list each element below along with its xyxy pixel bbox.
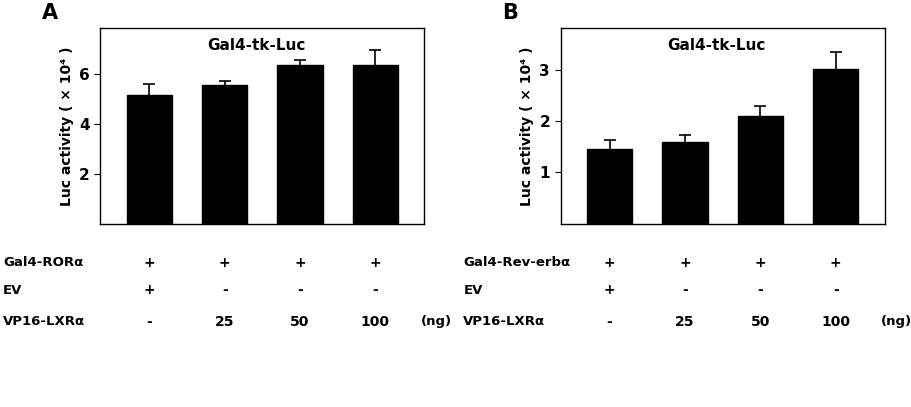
Text: 25: 25 [674, 315, 694, 328]
Text: Gal4-tk-Luc: Gal4-tk-Luc [667, 38, 765, 53]
Text: +: + [369, 256, 381, 270]
Text: Gal4-Rev-erbα: Gal4-Rev-erbα [463, 256, 569, 269]
Text: +: + [143, 256, 155, 270]
Text: B: B [502, 2, 517, 23]
Text: -: - [147, 315, 152, 328]
Text: 25: 25 [215, 315, 234, 328]
Bar [277, 65, 322, 224]
Text: -: - [221, 283, 228, 297]
Text: +: + [829, 256, 841, 270]
Text: +: + [603, 283, 615, 297]
Text: -: - [756, 283, 763, 297]
Bar [587, 149, 631, 224]
Text: 100: 100 [820, 315, 849, 328]
Text: -: - [606, 315, 611, 328]
Text: EV: EV [463, 284, 482, 297]
Text: +: + [603, 256, 615, 270]
Text: +: + [294, 256, 305, 270]
Bar [737, 116, 782, 224]
Text: +: + [679, 256, 690, 270]
Text: Gal4-RORα: Gal4-RORα [3, 256, 83, 269]
Bar [202, 85, 247, 224]
Text: -: - [832, 283, 837, 297]
Text: 50: 50 [750, 315, 769, 328]
Bar [661, 142, 707, 224]
Text: Gal4-tk-Luc: Gal4-tk-Luc [207, 38, 305, 53]
Bar [353, 65, 397, 224]
Text: VP16-LXRα: VP16-LXRα [463, 315, 545, 328]
Text: -: - [297, 283, 302, 297]
Text: (ng): (ng) [880, 315, 911, 328]
Text: 100: 100 [361, 315, 390, 328]
Text: EV: EV [3, 284, 23, 297]
Bar [812, 69, 857, 224]
Y-axis label: Luc activity ( × 10⁴ ): Luc activity ( × 10⁴ ) [519, 46, 533, 206]
Text: A: A [42, 2, 58, 23]
Text: -: - [373, 283, 378, 297]
Y-axis label: Luc activity ( × 10⁴ ): Luc activity ( × 10⁴ ) [59, 46, 74, 206]
Text: +: + [753, 256, 765, 270]
Text: -: - [681, 283, 687, 297]
Bar [127, 95, 172, 224]
Text: 50: 50 [290, 315, 310, 328]
Text: (ng): (ng) [420, 315, 452, 328]
Text: +: + [219, 256, 230, 270]
Text: +: + [143, 283, 155, 297]
Text: VP16-LXRα: VP16-LXRα [3, 315, 85, 328]
